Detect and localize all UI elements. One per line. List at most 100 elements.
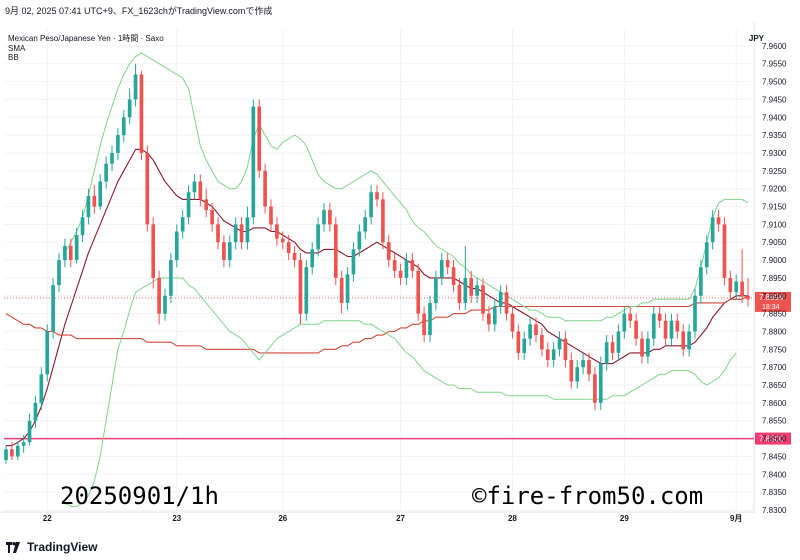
candle-body: [121, 117, 126, 136]
candle-body: [216, 224, 220, 243]
candle: [681, 324, 686, 357]
y-tick-label: 7.9600: [762, 42, 787, 51]
candle-body: [15, 445, 20, 457]
candle: [593, 367, 597, 411]
tradingview-footer[interactable]: TradingView: [6, 538, 97, 556]
candle-body: [39, 374, 44, 403]
candle: [634, 313, 638, 346]
candle-body: [628, 313, 633, 321]
candle-body: [110, 152, 114, 164]
candle-body: [351, 249, 356, 275]
candle-body: [657, 313, 662, 321]
candle-body: [528, 324, 532, 339]
candle-body: [504, 292, 509, 314]
y-tick-label: 7.8850: [762, 310, 787, 319]
sma-label[interactable]: SMA: [8, 43, 26, 53]
candle-body: [663, 320, 668, 339]
candle-body: [375, 192, 379, 200]
candle: [728, 270, 733, 300]
candle: [227, 235, 232, 268]
candle-body: [675, 320, 680, 332]
y-tick-label: 7.9500: [762, 78, 787, 87]
candle: [699, 260, 703, 303]
y-tick-label: 7.8950: [762, 274, 787, 283]
candle: [640, 331, 644, 364]
support-line-layer: 7.8500 7.8894 18:34: [4, 291, 791, 445]
candle-body: [222, 242, 226, 261]
candle-body: [68, 245, 73, 261]
chart-grid: [0, 22, 755, 514]
candle-body: [457, 285, 462, 303]
candle-body: [392, 260, 397, 271]
candle-body: [604, 342, 609, 364]
candle-body: [157, 277, 161, 314]
candle-body: [251, 106, 256, 218]
candle: [310, 242, 315, 275]
x-tick-label: 28: [508, 514, 517, 523]
y-tick-label: 7.9400: [762, 113, 787, 122]
candle: [63, 238, 67, 268]
y-tick-label: 7.9150: [762, 203, 787, 212]
candle-body: [45, 331, 50, 375]
y-tick-label: 7.8800: [762, 327, 787, 336]
candle-body: [363, 217, 368, 232]
candle: [192, 174, 197, 200]
candle: [57, 252, 61, 293]
candle-body: [434, 277, 438, 303]
candle: [416, 263, 421, 321]
candle: [51, 277, 55, 339]
candle-body: [575, 367, 580, 382]
candle-body: [681, 331, 686, 350]
y-tick-label: 7.9250: [762, 167, 787, 176]
candle-body: [416, 270, 421, 314]
candle-body: [333, 224, 338, 278]
candle: [469, 270, 474, 303]
candle: [575, 360, 580, 389]
candle: [74, 227, 79, 264]
candle: [251, 99, 256, 225]
candle: [651, 306, 656, 346]
y-tick-label: 7.8400: [762, 470, 787, 479]
candle-body: [534, 324, 538, 336]
candle-body: [33, 402, 38, 421]
candle: [475, 277, 479, 303]
candle-body: [27, 420, 32, 443]
candle-body: [345, 274, 350, 303]
series-line-sma: [6, 148, 748, 447]
candle-body: [404, 260, 409, 278]
candle: [328, 202, 332, 232]
candle: [563, 331, 568, 368]
candle: [186, 185, 191, 225]
candle: [145, 145, 150, 232]
candle: [116, 127, 120, 161]
candle-body: [269, 206, 273, 225]
symbol-title[interactable]: Mexican Peso/Japanese Yen · 1時間 · Saxo: [8, 34, 164, 43]
y-tick-label: 7.8500: [762, 435, 787, 444]
tradingview-logo-icon: [6, 541, 22, 553]
candle: [740, 249, 744, 303]
candle-body: [4, 449, 8, 461]
candle: [157, 270, 161, 325]
candle-body: [210, 210, 214, 225]
candle-body: [439, 260, 444, 278]
support-price-label: 7.8500: [759, 435, 784, 444]
candle: [198, 174, 203, 207]
candle: [80, 210, 85, 243]
candle: [569, 352, 574, 389]
candle-body: [180, 217, 185, 232]
candle: [646, 331, 650, 364]
candle: [522, 331, 527, 361]
candle-body: [540, 335, 544, 350]
y-tick-label: 7.8600: [762, 399, 787, 408]
candle-body: [593, 374, 597, 403]
candle-body: [233, 224, 238, 243]
candle: [545, 342, 550, 368]
candle: [428, 295, 432, 343]
candle-body: [328, 210, 332, 225]
bb-label[interactable]: BB: [8, 53, 19, 62]
candle-body: [227, 242, 232, 261]
y-tick-label: 7.9550: [762, 60, 787, 69]
copyright-overlay: ©fire-from50.com: [472, 482, 704, 510]
candle-body: [339, 277, 344, 303]
